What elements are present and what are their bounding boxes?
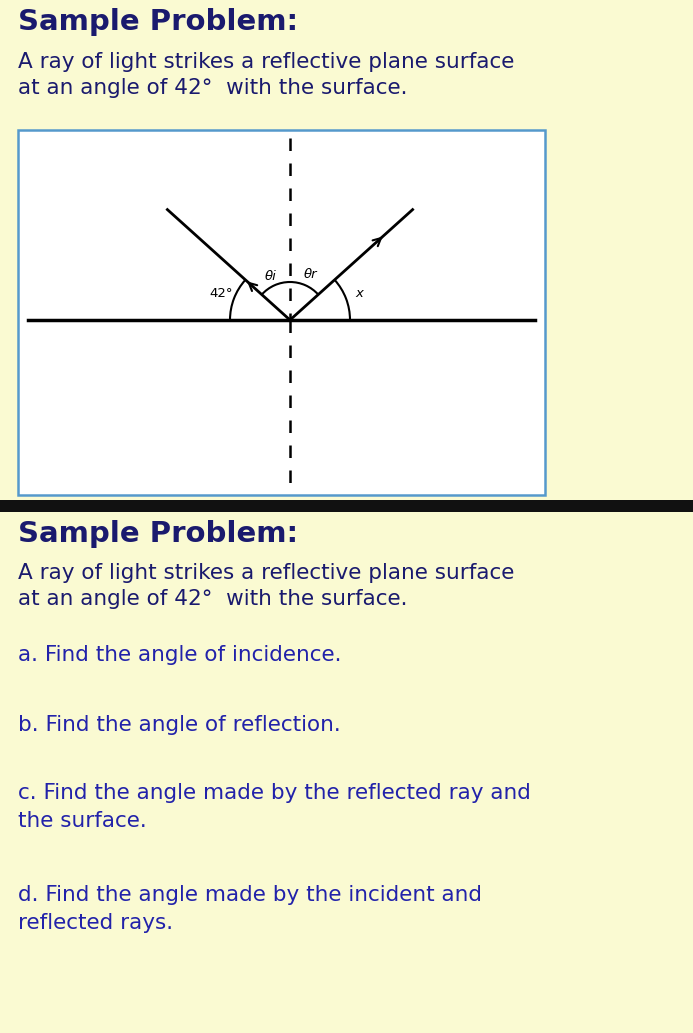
Text: Sample Problem:: Sample Problem:: [18, 520, 298, 547]
Bar: [0, 0, 693, 500]
Text: θr: θr: [304, 268, 317, 281]
Text: 42°: 42°: [209, 287, 233, 300]
Text: d. Find the angle made by the incident and
reflected rays.: d. Find the angle made by the incident a…: [18, 885, 482, 933]
Bar: [0, 500, 693, 512]
Text: x: x: [355, 287, 363, 300]
Text: A ray of light strikes a reflective plane surface
at an angle of 42°  with the s: A ray of light strikes a reflective plan…: [18, 563, 514, 608]
Text: c. Find the angle made by the reflected ray and
the surface.: c. Find the angle made by the reflected …: [18, 783, 531, 831]
Text: b. Find the angle of reflection.: b. Find the angle of reflection.: [18, 715, 341, 735]
Text: θi: θi: [265, 270, 277, 283]
Bar: [18, 130, 545, 495]
Text: a. Find the angle of incidence.: a. Find the angle of incidence.: [18, 645, 342, 665]
Text: Sample Problem:: Sample Problem:: [18, 8, 298, 36]
Text: A ray of light strikes a reflective plane surface
at an angle of 42°  with the s: A ray of light strikes a reflective plan…: [18, 52, 514, 97]
